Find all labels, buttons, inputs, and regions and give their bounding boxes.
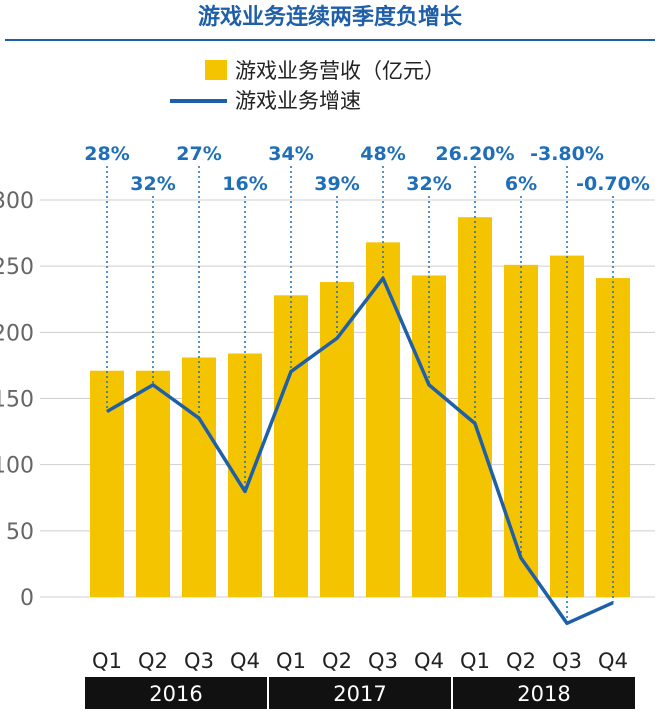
legend: 游戏业务营收（亿元） 游戏业务增速 bbox=[170, 59, 445, 113]
x-tick-label: Q4 bbox=[414, 649, 444, 673]
x-tick-label: Q4 bbox=[598, 649, 628, 673]
x-axis: Q1 Q2 Q3 Q4 Q1 Q2 Q3 Q4 Q1 Q2 Q3 Q4 bbox=[92, 649, 628, 673]
chart-title: 游戏业务连续两季度负增长 bbox=[198, 4, 463, 30]
bars bbox=[90, 217, 630, 597]
growth-data-label: 32% bbox=[130, 173, 175, 195]
revenue-bar bbox=[136, 370, 170, 597]
revenue-bar bbox=[90, 370, 124, 597]
revenue-bar bbox=[182, 357, 216, 597]
x-tick-label: Q1 bbox=[92, 649, 122, 673]
y-tick-label: 300 bbox=[0, 189, 34, 214]
revenue-bar bbox=[274, 295, 308, 597]
legend-bar-label: 游戏业务营收（亿元） bbox=[235, 59, 445, 83]
y-tick-label: 0 bbox=[20, 586, 34, 611]
x-tick-label: Q3 bbox=[368, 649, 398, 673]
y-tick-label: 200 bbox=[0, 321, 34, 346]
growth-data-label: 34% bbox=[268, 143, 313, 165]
growth-data-label: 28% bbox=[84, 143, 129, 165]
y-tick-label: 50 bbox=[6, 520, 34, 545]
data-labels: 28%32%27%16%34%39%48%32%26.20%6%-3.80%-0… bbox=[84, 143, 650, 195]
year-label: 2016 bbox=[149, 682, 202, 706]
growth-data-label: 39% bbox=[314, 173, 359, 195]
year-band: 2016 2017 2018 bbox=[85, 677, 635, 709]
x-tick-label: Q1 bbox=[460, 649, 490, 673]
y-axis: 0 50 100 150 200 250 300 bbox=[0, 189, 34, 611]
growth-data-label: 32% bbox=[406, 173, 451, 195]
y-tick-label: 150 bbox=[0, 388, 34, 413]
x-tick-label: Q3 bbox=[184, 649, 214, 673]
y-tick-label: 250 bbox=[0, 255, 34, 280]
growth-line-path bbox=[106, 276, 614, 626]
x-tick-label: Q2 bbox=[138, 649, 168, 673]
year-label: 2018 bbox=[517, 682, 570, 706]
label-guides bbox=[106, 166, 614, 624]
year-label: 2017 bbox=[333, 682, 386, 706]
x-tick-label: Q1 bbox=[276, 649, 306, 673]
growth-data-label: 26.20% bbox=[435, 143, 514, 165]
growth-data-label: -3.80% bbox=[530, 143, 604, 165]
growth-data-label: 27% bbox=[176, 143, 221, 165]
legend-line-label: 游戏业务增速 bbox=[235, 89, 361, 113]
x-tick-label: Q2 bbox=[322, 649, 352, 673]
growth-data-label: -0.70% bbox=[576, 173, 650, 195]
year-block bbox=[85, 677, 267, 709]
year-block bbox=[453, 677, 635, 709]
x-tick-label: Q4 bbox=[230, 649, 260, 673]
growth-data-label: 48% bbox=[360, 143, 405, 165]
revenue-bar bbox=[320, 282, 354, 597]
growth-line bbox=[106, 276, 614, 626]
growth-data-label: 6% bbox=[505, 173, 537, 195]
revenue-bar bbox=[412, 275, 446, 597]
growth-data-label: 16% bbox=[222, 173, 267, 195]
legend-bar-swatch bbox=[205, 60, 227, 80]
y-tick-label: 100 bbox=[0, 454, 34, 479]
year-block bbox=[269, 677, 451, 709]
x-tick-label: Q3 bbox=[552, 649, 582, 673]
x-tick-label: Q2 bbox=[506, 649, 536, 673]
